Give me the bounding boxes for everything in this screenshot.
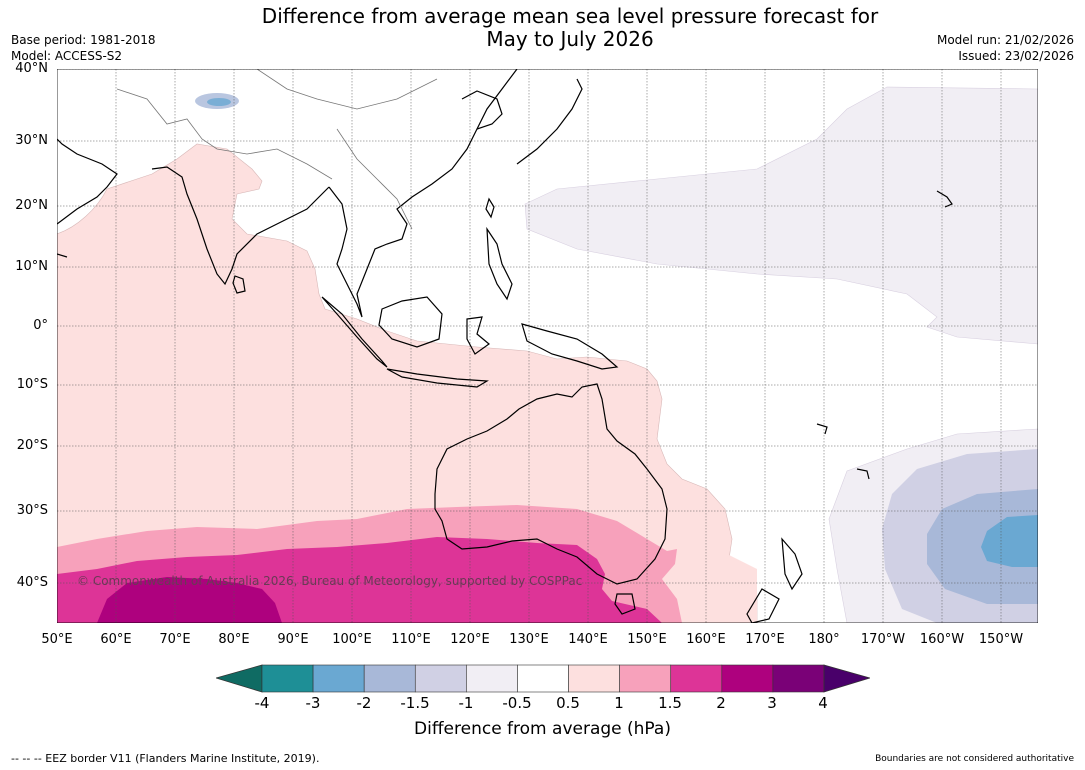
colorbar-tick: 3 — [767, 694, 777, 712]
model-name: Model: ACCESS-S2 — [11, 49, 123, 63]
title-line-1: Difference from average mean sea level p… — [261, 4, 879, 28]
anomaly-neg-0.5-region — [524, 86, 1038, 345]
lon-label: 50°E — [41, 632, 73, 647]
colorbar-label: Difference from average (hPa) — [414, 719, 671, 739]
map-panel — [57, 69, 1038, 623]
lat-label: 20°S — [16, 438, 48, 453]
colorbar-tick: -1.5 — [400, 694, 430, 712]
lon-label: 90°E — [277, 632, 309, 647]
colorbar-cell — [670, 664, 723, 693]
colorbar-tick: -0.5 — [502, 694, 532, 712]
base-period: Base period: 1981-2018 — [11, 33, 156, 47]
anomaly-2-3-region — [97, 577, 282, 623]
lon-label: 80°E — [218, 632, 250, 647]
anomaly-himalaya-core — [207, 98, 231, 106]
lon-label: 130°E — [509, 632, 549, 647]
lon-label: 160°W — [919, 632, 965, 647]
lat-label: 30°N — [15, 133, 48, 148]
colorbar-cell — [721, 664, 774, 693]
lat-label: 10°N — [15, 259, 48, 274]
colorbar-cell — [466, 664, 518, 693]
copyright-notice: © Commonwealth of Australia 2026, Bureau… — [77, 574, 583, 588]
colorbar-cell — [568, 664, 620, 693]
title-line-2: May to July 2026 — [486, 27, 654, 51]
meta-right: Model run: 21/02/2026 Issued: 23/02/2026 — [937, 32, 1074, 64]
lon-label: 150°W — [978, 632, 1024, 647]
lat-label: 30°S — [16, 503, 48, 518]
country-borders — [116, 69, 438, 230]
lon-label: 100°E — [332, 632, 372, 647]
lon-label: 180° — [808, 632, 840, 647]
colorbar-cells — [261, 664, 825, 693]
lat-label: 20°N — [15, 198, 48, 213]
colorbar-tick: 1 — [614, 694, 624, 712]
colorbar-tick: -1 — [458, 694, 474, 712]
lat-label: 40°N — [15, 61, 48, 76]
lon-label: 120°E — [450, 632, 490, 647]
colorbar-cell — [772, 664, 825, 693]
colorbar-cell — [261, 664, 314, 693]
colorbar-tick: 4 — [818, 694, 828, 712]
colorbar-tick: 0.5 — [556, 694, 580, 712]
anomaly-neg-2-region — [981, 515, 1038, 567]
issued-date: Issued: 23/02/2026 — [958, 49, 1074, 63]
lon-label: 160°E — [686, 632, 726, 647]
colorbar-cell — [414, 664, 467, 693]
lat-label: 40°S — [16, 575, 48, 590]
colorbar-cell — [312, 664, 365, 693]
lon-label: 60°E — [100, 632, 132, 647]
lon-label: 150°E — [627, 632, 667, 647]
colorbar-tick: -2 — [356, 694, 372, 712]
colorbar-tick: 2 — [716, 694, 726, 712]
eez-legend: -- -- -- EEZ border V11 (Flanders Marine… — [11, 752, 320, 765]
boundaries-disclaimer: Boundaries are not considered authoritat… — [875, 754, 1074, 764]
lon-label: 110°E — [391, 632, 431, 647]
lon-label: 140°E — [568, 632, 608, 647]
colorbar-tick: 1.5 — [658, 694, 682, 712]
chart-title: Difference from average mean sea level p… — [0, 5, 1085, 51]
lon-label: 70°E — [159, 632, 191, 647]
colorbar-low-extend — [216, 664, 263, 693]
model-run: Model run: 21/02/2026 — [936, 33, 1074, 47]
colorbar-cell — [517, 664, 569, 693]
meta-left: Base period: 1981-2018 Model: ACCESS-S2 — [11, 32, 156, 64]
coastlines — [57, 69, 953, 623]
lat-label: 10°S — [16, 377, 48, 392]
colorbar-tick: -3 — [305, 694, 321, 712]
colorbar-high-extend — [823, 664, 870, 693]
lon-label: 170°E — [745, 632, 785, 647]
lon-label: 170°W — [860, 632, 906, 647]
colorbar-cell — [619, 664, 672, 693]
lat-label: 0° — [33, 318, 48, 333]
colorbar-cell — [363, 664, 416, 693]
colorbar-tick: -4 — [254, 694, 270, 712]
colorbar — [216, 664, 870, 693]
